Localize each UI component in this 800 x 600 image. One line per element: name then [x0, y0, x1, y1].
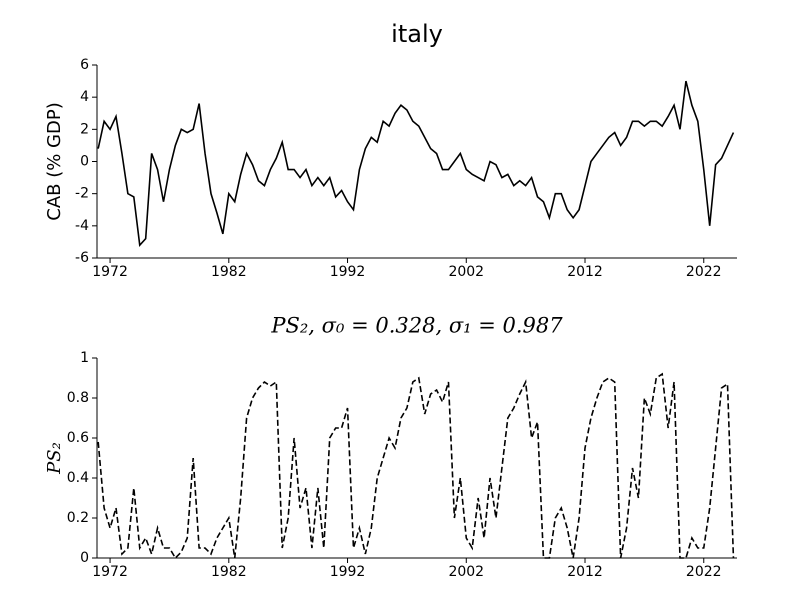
y-axis-label: PS₂ [44, 442, 65, 475]
x-tick-label: 2022 [686, 564, 722, 580]
y-tick-label: 2 [80, 121, 89, 137]
y-tick-label: 1 [80, 350, 89, 366]
chart-title: italy [391, 20, 443, 48]
y-tick-label: 4 [80, 89, 89, 105]
chart-title: PS₂, σ₀ = 0.328, σ₁ = 0.987 [270, 314, 563, 338]
x-tick-label: 1992 [330, 564, 366, 580]
y-tick-label: 0 [80, 154, 89, 170]
y-tick-label: 0 [80, 550, 89, 566]
y-tick-label: 0.6 [67, 430, 89, 446]
y-tick-label: -2 [75, 186, 89, 202]
data-line [97, 372, 735, 560]
y-tick-label: 0.8 [67, 390, 89, 406]
y-tick-label: -4 [75, 218, 89, 234]
x-tick-label: 2012 [567, 564, 603, 580]
x-tick-label: 2002 [448, 564, 484, 580]
y-tick-label: -6 [75, 250, 89, 266]
x-tick-label: 2012 [567, 264, 603, 280]
y-axis-label: CAB (% GDP) [44, 102, 65, 221]
x-tick-label: 1982 [211, 564, 247, 580]
x-tick-label: 1972 [92, 264, 128, 280]
y-tick-label: 0.4 [67, 470, 89, 486]
x-tick-label: 2002 [448, 264, 484, 280]
y-tick-label: 0.2 [67, 510, 89, 526]
data-line [97, 80, 735, 247]
x-tick-label: 1972 [92, 564, 128, 580]
x-tick-label: 2022 [686, 264, 722, 280]
y-tick-label: 6 [80, 57, 89, 73]
x-tick-label: 1992 [330, 264, 366, 280]
x-tick-label: 1982 [211, 264, 247, 280]
